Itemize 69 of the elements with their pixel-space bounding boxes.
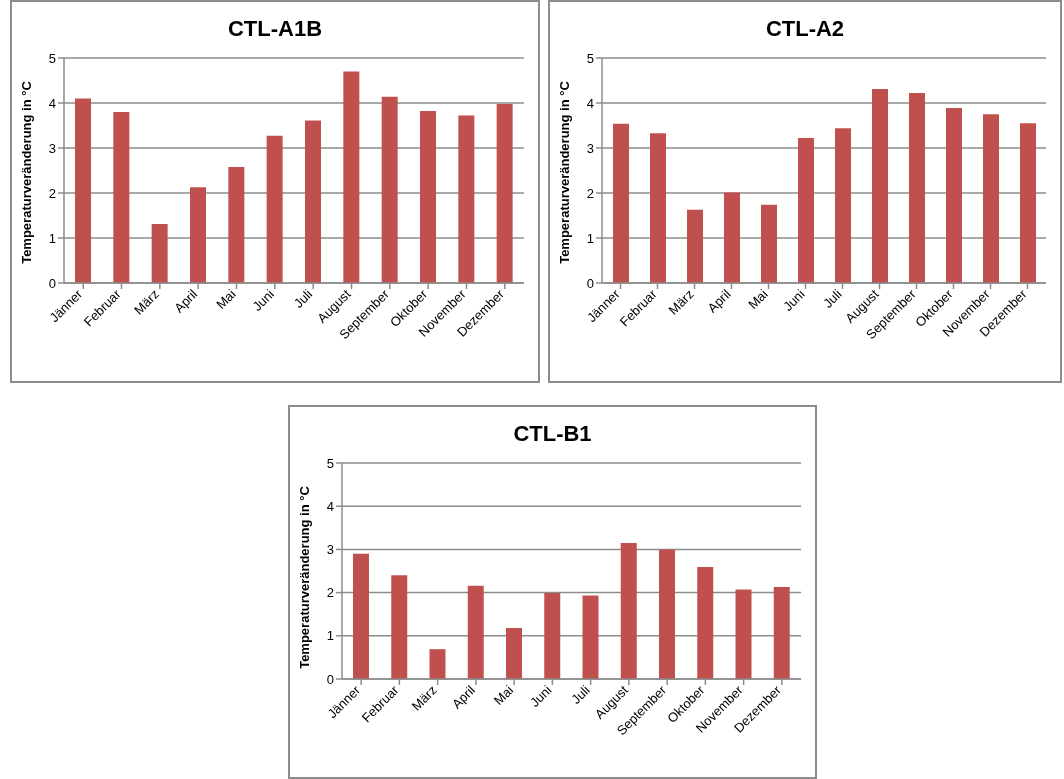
bar [724,192,740,283]
x-tick-label: Juni [249,286,278,314]
bar [687,209,703,283]
bar [190,187,206,283]
y-tick-label: 0 [586,275,594,291]
y-axis-title: Temperaturveränderung in °C [296,485,312,669]
bar [544,593,561,679]
bar [697,567,714,679]
y-axis-title: Temperaturveränderung in °C [18,80,34,264]
y-tick-label: 2 [586,185,594,201]
x-tick-label: Juli [568,682,593,707]
x-tick-label: Juni [527,682,555,710]
bar [75,98,91,283]
y-tick-label: 0 [326,671,334,687]
bar [620,542,637,679]
bar [420,111,436,283]
y-tick-label: 3 [48,140,56,156]
bar [773,586,790,679]
bar [582,595,599,679]
bar [735,589,752,679]
bar [506,628,522,679]
x-tick-label: Mai [213,286,239,312]
y-tick-label: 5 [48,50,56,66]
bar [1020,123,1036,283]
x-tick-label: Mai [745,286,771,312]
y-tick-label: 0 [48,275,56,291]
x-tick-label: Juli [290,286,316,311]
y-tick-label: 2 [48,185,56,201]
chart-title: CTL-A1B [226,16,324,42]
y-axis-title: Temperaturveränderung in °C [556,80,572,264]
y-tick-label: 1 [586,230,594,246]
y-tick-label: 4 [326,498,334,514]
x-tick-label: Juni [780,286,808,314]
bar [381,96,398,283]
bar [983,114,999,283]
bar [761,204,777,283]
y-tick-label: 2 [326,585,334,601]
bar [650,133,666,283]
bar [467,585,484,679]
bar [835,128,851,283]
bar [458,115,475,283]
bar [909,93,925,283]
bar [266,135,283,283]
y-tick-label: 3 [586,140,594,156]
bar [798,138,814,283]
y-tick-label: 4 [48,95,56,111]
x-tick-label: Juli [820,286,845,311]
bar [872,89,888,283]
bar [353,553,369,679]
y-tick-label: 5 [586,50,594,66]
bar [429,649,446,679]
y-tick-label: 5 [326,455,334,471]
y-tick-label: 1 [48,230,56,246]
bar [496,103,513,283]
bar [613,123,629,283]
bar [343,71,360,283]
bar [305,120,321,283]
bar [391,575,408,679]
bar [151,224,168,283]
bar [113,112,130,283]
chart-title: CTL-B1 [512,421,593,447]
bar [946,107,962,283]
x-tick-label: Mai [490,682,517,708]
bar [659,549,675,679]
y-tick-label: 4 [586,95,594,111]
y-tick-label: 3 [326,542,334,558]
chart-title: CTL-A2 [764,16,846,42]
bar [228,166,245,283]
y-tick-label: 1 [326,628,334,644]
